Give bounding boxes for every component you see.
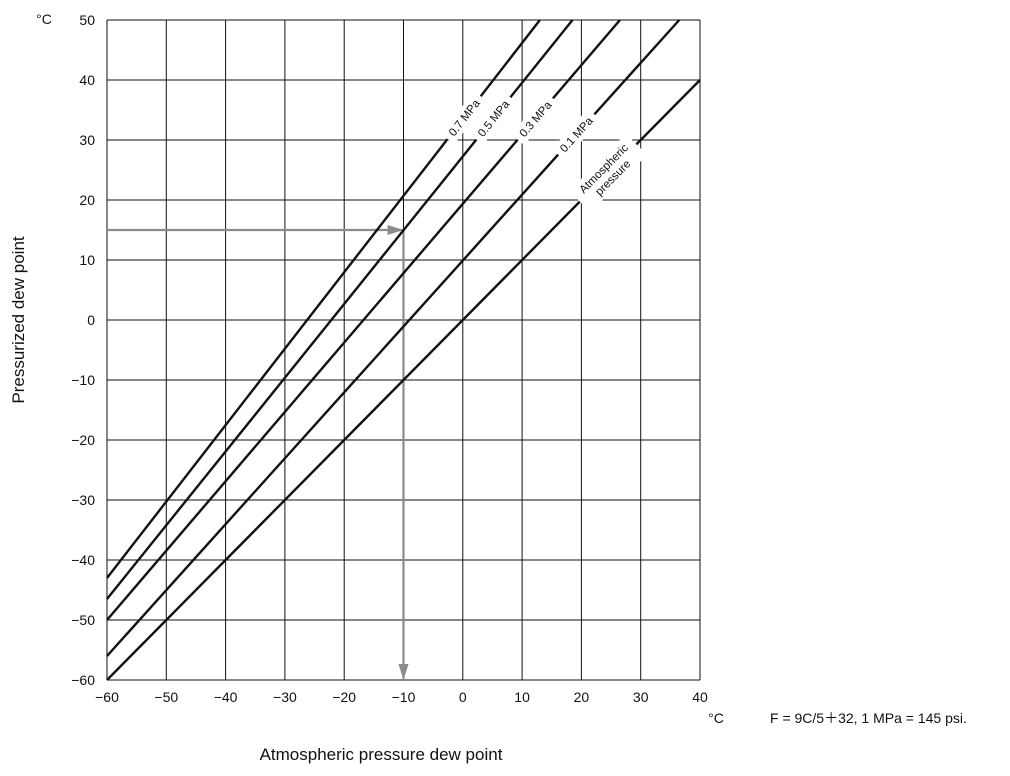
example-path bbox=[107, 225, 409, 680]
x-tick-label: −40 bbox=[214, 689, 238, 705]
x-unit-label: °C bbox=[708, 710, 724, 726]
y-tick-label: −30 bbox=[71, 492, 95, 508]
x-tick-label: 20 bbox=[574, 689, 590, 705]
y-tick-label: 50 bbox=[79, 12, 95, 28]
y-axis-title: Pressurized dew point bbox=[9, 236, 28, 404]
x-tick-label: −10 bbox=[392, 689, 416, 705]
x-tick-label: 30 bbox=[633, 689, 649, 705]
y-tick-label: 10 bbox=[79, 252, 95, 268]
x-tick-label: −50 bbox=[154, 689, 178, 705]
y-tick-label: −50 bbox=[71, 612, 95, 628]
series-label-bg bbox=[469, 91, 517, 145]
series-label-bg bbox=[551, 108, 601, 161]
x-tick-label: 10 bbox=[514, 689, 530, 705]
series-label-bg bbox=[569, 133, 648, 213]
x-tick-label: 40 bbox=[692, 689, 708, 705]
series-label-bg bbox=[511, 92, 560, 146]
example-path-line bbox=[107, 228, 405, 680]
conversion-note: F = 9C/5＋32, 1 MPa = 145 psi. bbox=[770, 710, 967, 726]
x-tick-label: −20 bbox=[332, 689, 356, 705]
y-tick-label: 40 bbox=[79, 72, 95, 88]
arrowhead-right bbox=[387, 225, 404, 235]
y-tick-label: −10 bbox=[71, 372, 95, 388]
series-label: 0.3 MPa bbox=[511, 92, 560, 146]
x-tick-label: −30 bbox=[273, 689, 297, 705]
y-unit-label: °C bbox=[36, 11, 52, 27]
arrowhead-down bbox=[398, 664, 409, 680]
series-label-bg bbox=[440, 91, 488, 145]
series-label: 0.1 MPa bbox=[551, 108, 601, 161]
x-tick-label: 0 bbox=[459, 689, 467, 705]
x-axis-title: Atmospheric pressure dew point bbox=[260, 745, 503, 764]
tick-labels: −60 −50 −40 −30 −20 −10 0 10 20 30 40 −60 −50 −40 −30 −… bbox=[71, 12, 708, 705]
x-tick-label: −60 bbox=[95, 689, 119, 705]
y-tick-label: −40 bbox=[71, 552, 95, 568]
y-tick-label: −60 bbox=[71, 672, 95, 688]
y-tick-label: 30 bbox=[79, 132, 95, 148]
y-tick-label: 0 bbox=[87, 312, 95, 328]
y-tick-label: −20 bbox=[71, 432, 95, 448]
y-tick-label: 20 bbox=[79, 192, 95, 208]
